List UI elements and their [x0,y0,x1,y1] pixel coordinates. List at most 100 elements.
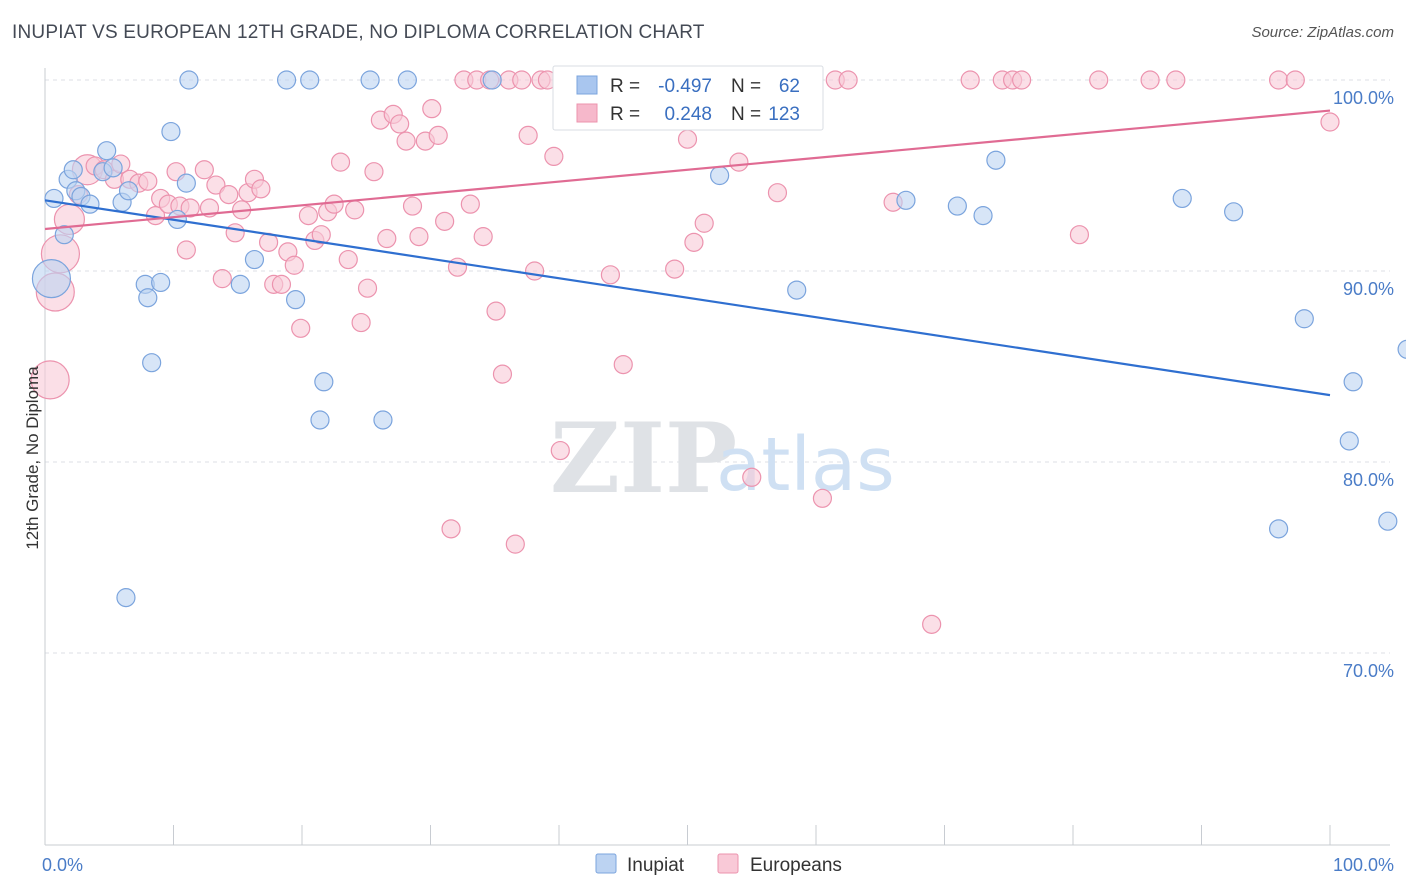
inupiat-point [244,249,265,270]
europeans-point [473,227,493,247]
europeans-point [422,99,442,119]
europeans-point [271,274,292,294]
inupiat-point [1378,511,1398,531]
europeans-point [441,519,461,539]
inupiat-point [138,288,158,308]
chart-title: INUPIAT VS EUROPEAN 12TH GRADE, NO DIPLO… [12,22,705,43]
europeans-point [298,206,319,226]
europeans-point [409,227,429,247]
legend-n-label: N = [731,104,761,125]
europeans-point [1166,70,1186,90]
watermark-atlas: atlas [716,422,895,508]
europeans-point [330,152,351,172]
inupiat-point [116,588,136,608]
inupiat-point [1339,431,1359,451]
inupiat-point [161,121,181,142]
inupiat-point [31,259,72,299]
europeans-point [1089,70,1109,90]
y-tick-label: 70.0% [1343,661,1394,681]
y-tick-label: 90.0% [1343,279,1394,299]
inupiat-point [97,141,117,161]
europeans-point [960,70,980,90]
inupiat-point [151,272,171,293]
europeans-point [311,225,331,245]
europeans-point [613,354,633,375]
europeans-point [357,278,378,298]
inupiat-point [787,280,807,300]
inupiat-point [986,150,1006,170]
legend-n-label: N = [731,76,761,97]
europeans-point [550,440,570,461]
europeans-point [505,534,525,554]
inupiat-point [142,353,162,373]
inupiat-point [310,410,330,430]
inupiat-point [179,70,199,90]
europeans-point [1140,70,1160,90]
watermark: ZIP atlas [550,402,895,515]
inupiat-point [80,194,100,214]
europeans-point [486,301,506,321]
europeans-trend-line [44,109,1331,231]
europeans-point [138,171,158,191]
europeans-point [324,194,344,214]
europeans-point [524,261,545,281]
europeans-point [390,114,410,134]
trend-lines [44,109,1331,397]
watermark-zip: ZIP [550,402,737,515]
legend-swatch [576,103,598,123]
x-tick-labels: 0.0% 100.0% [42,855,1394,875]
inupiat-point [1294,309,1314,329]
legend-r-label: R = [610,76,640,97]
europeans-point [665,259,685,279]
europeans-point [351,312,371,333]
europeans-point [742,467,762,487]
europeans-point [219,185,239,205]
europeans-point [225,223,245,243]
inupiat-point [118,181,139,201]
europeans-point [338,249,358,270]
europeans-point [677,129,698,149]
europeans-point [206,175,226,195]
inupiat-point [947,196,967,216]
europeans-point [284,255,304,275]
y-tick-label: 80.0% [1343,470,1394,490]
inupiat-point [276,70,297,90]
europeans-point [1285,70,1305,90]
europeans-point [492,364,513,384]
axes [44,68,1390,846]
series-legend-swatch [717,853,739,874]
europeans-point [767,183,788,203]
europeans-point [194,160,214,180]
inupiat-point [360,70,380,90]
inupiat-point [103,158,123,178]
y-tick-label: 100.0% [1333,88,1394,108]
europeans-point [180,198,200,218]
y-tick-labels: 100.0% 90.0% 80.0% 70.0% [1333,88,1394,681]
europeans-point [291,318,311,338]
legend-r-value: 0.248 [664,104,712,125]
inupiat-point [896,190,916,210]
legend-n-value: 123 [768,104,800,125]
inupiat-point [300,70,320,90]
europeans-point [460,194,480,214]
europeans-point [1268,70,1289,90]
inupiat-point [482,70,502,90]
inupiat-point [44,188,64,209]
legend-r-value: -0.497 [658,76,712,97]
europeans-point [694,213,714,233]
europeans-point [30,360,70,400]
correlation-legend: R = -0.497 N = 62 R = 0.248 N = 123 [552,65,824,131]
europeans-point [396,131,416,151]
europeans-point [212,269,232,289]
inupiat-point [230,274,250,294]
europeans-point [428,125,448,145]
europeans-point [364,162,384,182]
inupiat-point [285,290,306,310]
x-tick-label: 100.0% [1333,855,1394,875]
legend-frame [552,65,824,131]
europeans-point [1069,225,1090,245]
x-tick-label: 0.0% [42,855,83,875]
europeans-point [435,211,455,231]
inupiat-point [973,206,993,226]
